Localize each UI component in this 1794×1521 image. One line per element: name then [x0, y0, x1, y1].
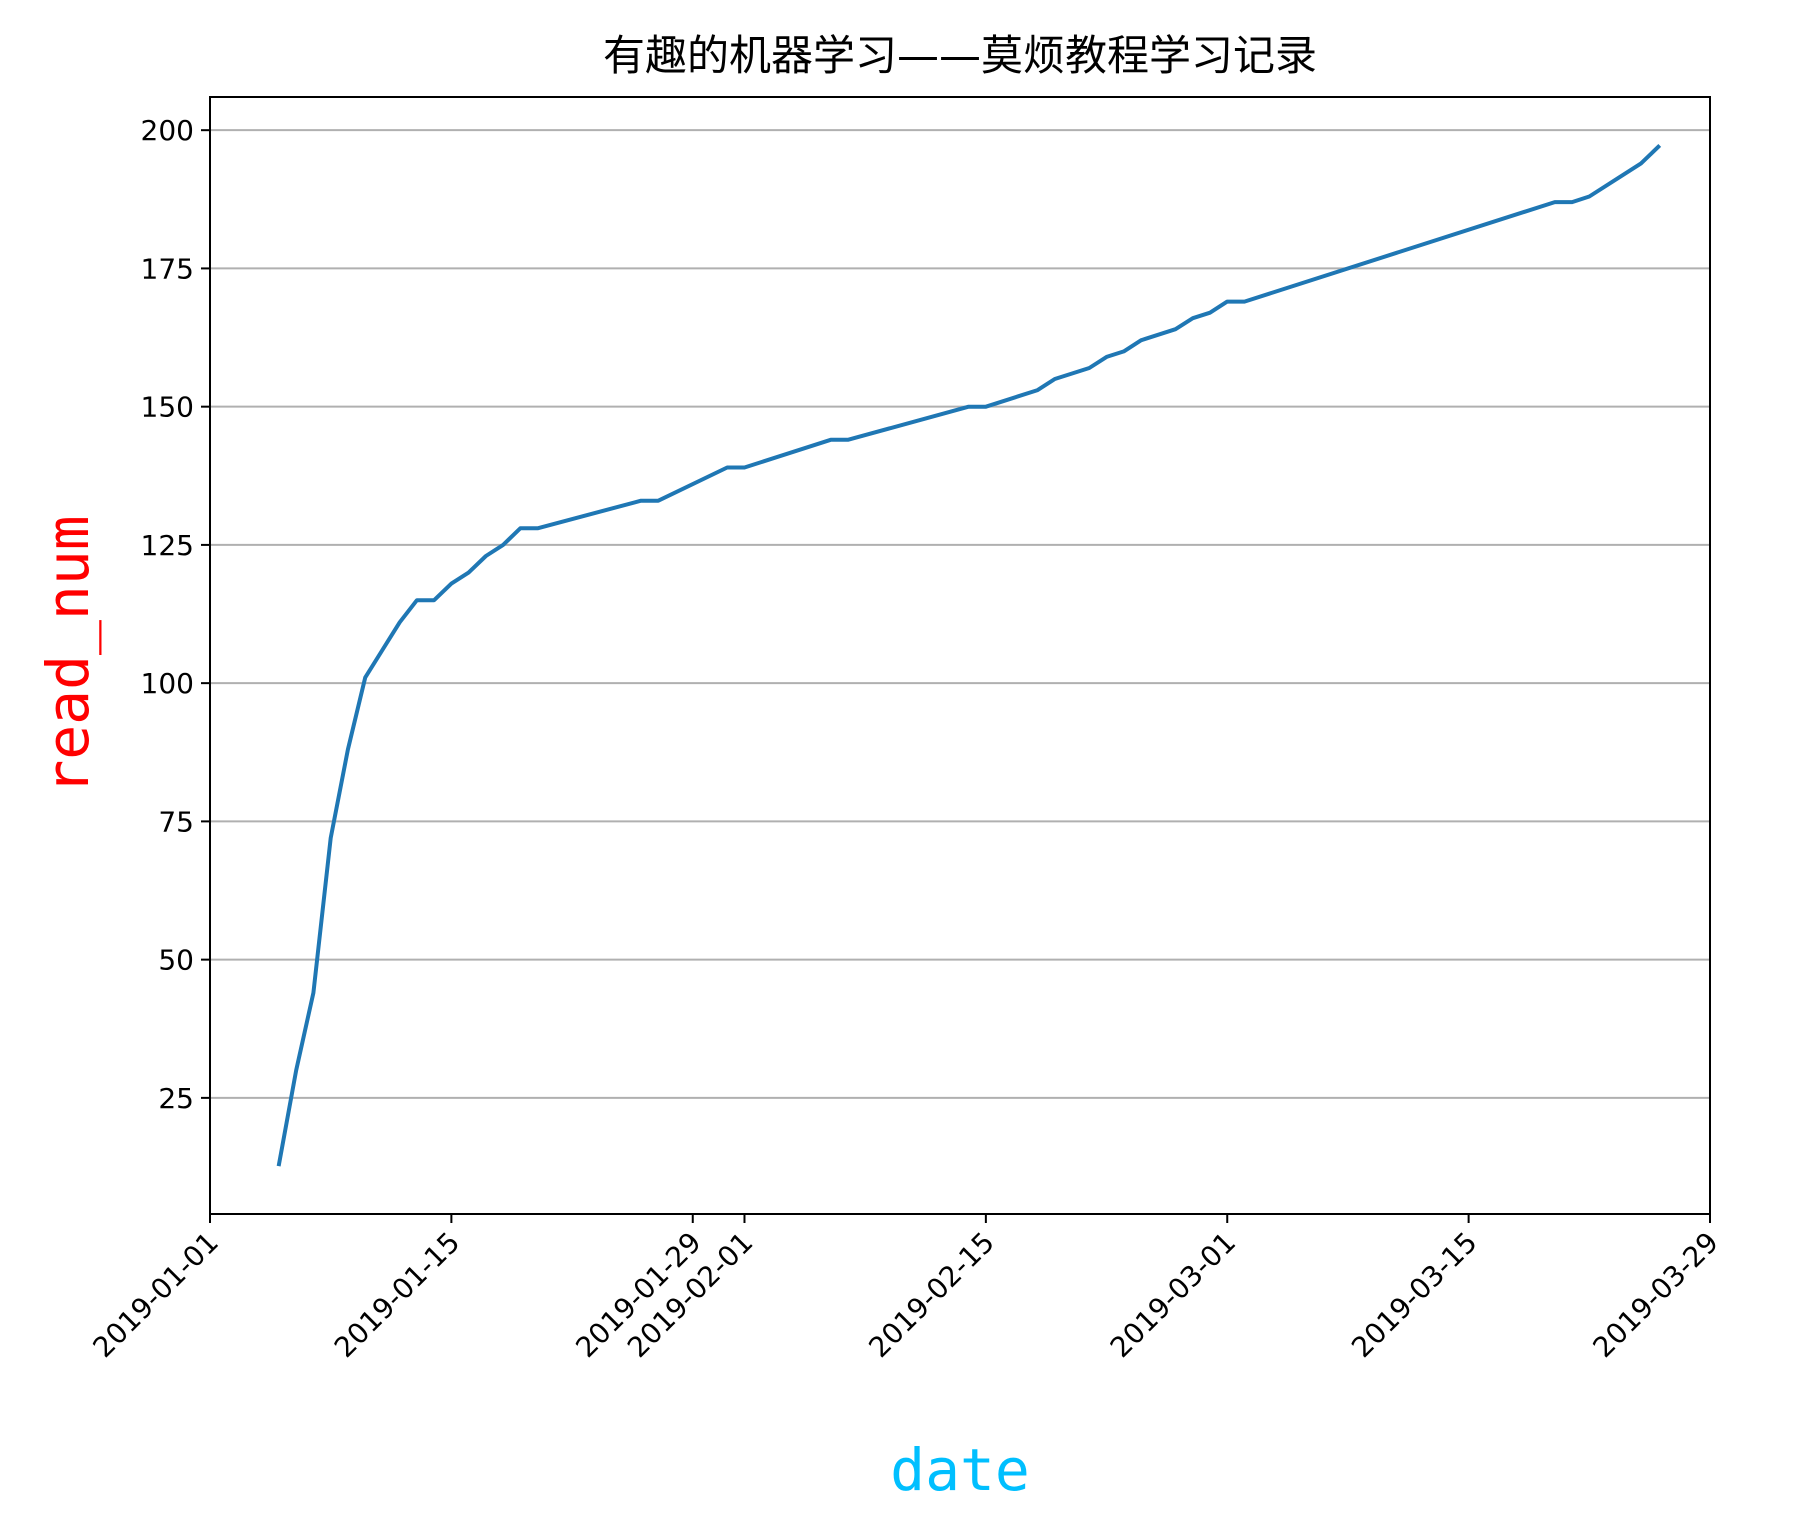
x-tick-label: 2019-03-01: [1104, 1226, 1242, 1364]
y-tick-label: 125: [141, 529, 194, 562]
x-axis-label: date: [890, 1436, 1030, 1504]
series-line: [276, 143, 1662, 1167]
x-tick-label: 2019-03-15: [1345, 1226, 1483, 1364]
y-tick-label: 200: [141, 114, 194, 147]
x-tick-label: 2019-03-29: [1587, 1226, 1725, 1364]
chart-title: 有趣的机器学习——莫烦教程学习记录: [603, 31, 1317, 80]
x-tick-label: 2019-01-01: [87, 1226, 225, 1364]
grid-lines: [210, 129, 1710, 1099]
y-axis-label: read_num: [34, 515, 102, 794]
y-tick-label: 175: [141, 252, 194, 285]
y-tick-label: 150: [141, 391, 194, 424]
y-axis-ticks: 25 50 75 100 125 150 175 200: [141, 114, 210, 1115]
y-tick-label: 50: [158, 944, 194, 977]
y-tick-label: 25: [158, 1082, 194, 1115]
series-line-layer: [276, 143, 1662, 1167]
x-tick-label: 2019-02-15: [862, 1226, 1000, 1364]
x-tick-label: 2019-01-15: [328, 1226, 466, 1364]
y-tick-label: 100: [141, 667, 194, 700]
y-tick-label: 75: [158, 805, 194, 838]
x-axis-ticks: 2019-01-01 2019-01-15 2019-01-292019-02-01…: [87, 1214, 1725, 1364]
plot-frame: [209, 96, 1711, 1215]
